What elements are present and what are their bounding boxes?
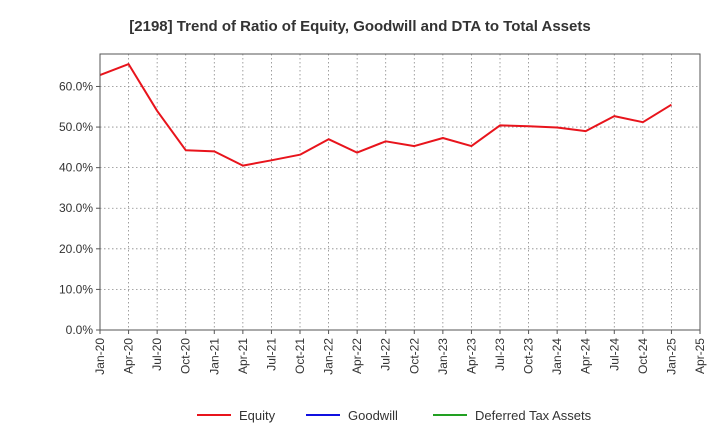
x-axis-ticks: Jan-20 Apr-20 Jul-20 Oct-20 Jan-21 Apr-21 Jul-…: [93, 330, 707, 375]
x-tick-label: Oct-21: [293, 338, 307, 374]
x-tick-label: Jul-23: [493, 338, 507, 371]
x-tick-label: Apr-24: [579, 338, 593, 374]
x-tick-label: Jul-20: [150, 338, 164, 371]
series-lines: [99, 63, 672, 167]
x-tick-label: Oct-20: [179, 338, 193, 374]
y-tick-label: 50.0%: [59, 120, 93, 134]
x-tick-label: Oct-22: [407, 338, 421, 374]
x-tick-label: Jul-21: [264, 338, 278, 371]
y-tick-label: 60.0%: [59, 79, 93, 93]
x-tick-label: Jul-22: [379, 338, 393, 371]
x-tick-label: Apr-23: [464, 338, 478, 374]
legend: Equity Goodwill Deferred Tax Assets: [197, 408, 592, 423]
x-tick-label: Jan-23: [436, 338, 450, 375]
x-tick-label: Jan-20: [93, 338, 107, 375]
legend-label: Goodwill: [348, 408, 398, 423]
x-tick-label: Apr-20: [122, 338, 136, 374]
plot-area-frame: [99, 53, 701, 331]
x-tick-label: Jan-22: [322, 338, 336, 375]
legend-label: Deferred Tax Assets: [475, 408, 592, 423]
x-tick-label: Apr-21: [236, 338, 250, 374]
y-axis-ticks: 0.0% 10.0% 20.0% 30.0% 40.0% 50.0% 60.0%: [59, 79, 100, 337]
x-tick-label: Oct-24: [636, 338, 650, 374]
y-tick-label: 40.0%: [59, 161, 93, 175]
x-tick-label: Jan-25: [664, 338, 678, 375]
x-tick-label: Jan-24: [550, 338, 564, 375]
x-tick-label: Jul-24: [607, 338, 621, 371]
y-tick-label: 30.0%: [59, 201, 93, 215]
x-tick-label: Apr-25: [693, 338, 707, 374]
grid: [100, 54, 700, 331]
x-tick-label: Jan-21: [207, 338, 221, 375]
legend-label: Equity: [239, 408, 276, 423]
x-tick-label: Oct-23: [522, 338, 536, 374]
x-tick-label: Apr-22: [350, 338, 364, 374]
series-line-equity: [99, 63, 672, 167]
chart-title: [2198] Trend of Ratio of Equity, Goodwil…: [129, 18, 590, 35]
y-tick-label: 20.0%: [59, 242, 93, 256]
y-tick-label: 10.0%: [59, 282, 93, 296]
y-tick-label: 0.0%: [66, 323, 94, 337]
